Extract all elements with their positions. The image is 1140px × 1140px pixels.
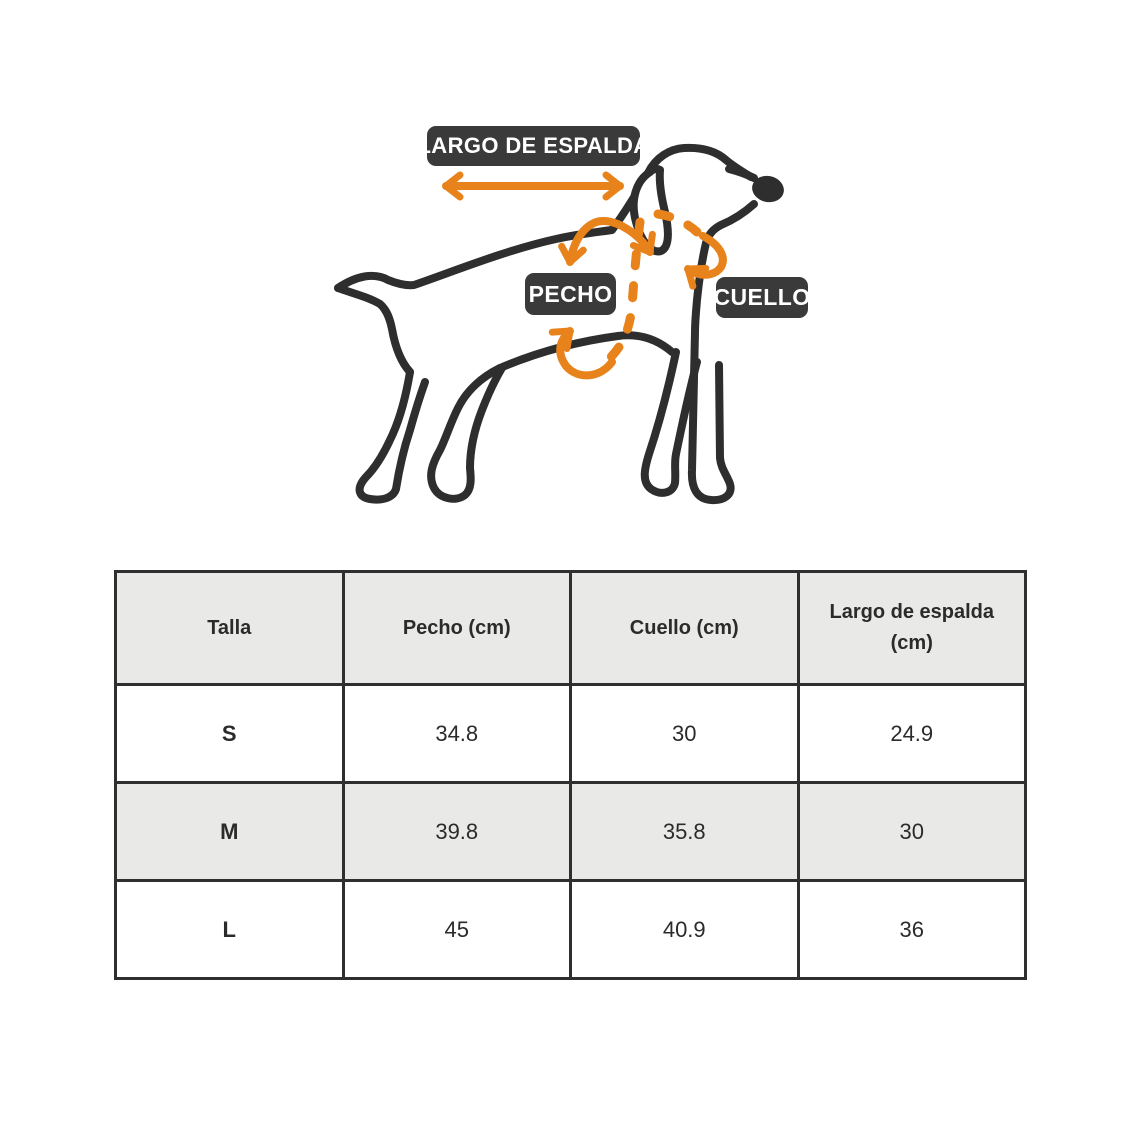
dog-outline	[334, 143, 784, 505]
dog-throat-front-leg	[687, 200, 758, 505]
neck-girth-arrow	[684, 232, 727, 290]
cell-pecho-m: 39.8	[341, 781, 572, 882]
dog-back-and-head	[334, 143, 755, 292]
cell-pecho-l: 45	[341, 879, 572, 980]
dog-hind-leg-near	[427, 364, 506, 503]
size-table-body: S 34.8 30 24.9 M 39.8 35.8 30 L 45 40.9 …	[114, 683, 1027, 980]
dog-muzzle-line	[725, 165, 758, 182]
neck-label: CUELLO	[714, 277, 810, 318]
cell-largo-l: 36	[796, 879, 1027, 980]
dog-measurement-diagram	[334, 143, 784, 505]
header-talla: Talla	[114, 570, 345, 686]
table-row-s: S 34.8 30 24.9	[114, 683, 1027, 784]
back-length-label: LARGO DE ESPALDA	[417, 126, 649, 166]
header-cuello: Cuello (cm)	[569, 570, 800, 686]
table-row-m: M 39.8 35.8 30	[114, 781, 1027, 882]
size-table-header: Talla Pecho (cm) Cuello (cm) Largo de es…	[114, 570, 1027, 686]
dog-front-leg-far	[640, 348, 701, 497]
dog-belly	[496, 331, 676, 372]
dog-hind-leg-far	[355, 368, 429, 504]
chest-label: PECHO	[525, 273, 616, 315]
chest-girth-dashed	[605, 217, 645, 363]
header-row: Talla Pecho (cm) Cuello (cm) Largo de es…	[114, 570, 1027, 686]
cell-cuello-s: 30	[569, 683, 800, 784]
table-row-l: L 45 40.9 36	[114, 879, 1027, 980]
dog-tail-rump	[334, 284, 414, 376]
cell-talla-l: L	[114, 879, 345, 980]
cell-cuello-l: 40.9	[569, 879, 800, 980]
cell-pecho-s: 34.8	[341, 683, 572, 784]
header-pecho: Pecho (cm)	[341, 570, 572, 686]
cell-cuello-m: 35.8	[569, 781, 800, 882]
header-largo-espalda: Largo de espalda (cm)	[796, 570, 1027, 686]
chest-girth-arch-arrow	[558, 217, 656, 266]
cell-largo-s: 24.9	[796, 683, 1027, 784]
cell-largo-m: 30	[796, 781, 1027, 882]
chest-girth-bottom-arrow	[548, 327, 616, 380]
measurement-annotations	[442, 171, 727, 380]
cell-talla-m: M	[114, 781, 345, 882]
dog-nose	[752, 175, 784, 203]
size-table: Talla Pecho (cm) Cuello (cm) Largo de es…	[114, 570, 1027, 980]
cell-talla-s: S	[114, 683, 345, 784]
neck-girth-dashed	[653, 209, 702, 237]
